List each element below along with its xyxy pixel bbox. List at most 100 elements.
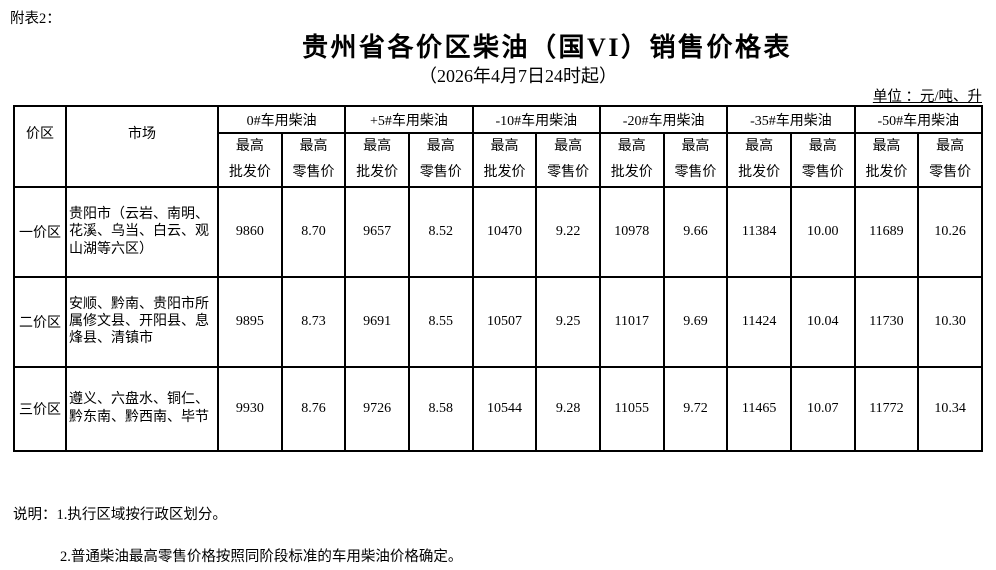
subheader-max-wholesale-minus50: 最高 批发价 xyxy=(853,132,920,188)
zone-cell: 二价区 xyxy=(13,276,67,368)
fuel-group-header-plus5: +5#车用柴油 xyxy=(344,105,474,134)
subheader-line: 最高 xyxy=(745,139,774,154)
market-cell: 安顺、黔南、贵阳市所属修文县、开阳县、息烽县、清镇市 xyxy=(65,276,219,368)
subheader-line: 零售价 xyxy=(801,165,844,180)
subheader-line: 批发价 xyxy=(228,165,271,180)
price-cell-retail: 10.07 xyxy=(789,365,856,452)
subheader-max-wholesale-minus10: 最高 批发价 xyxy=(471,132,538,188)
price-table: 价区 市场 0#车用柴油 +5#车用柴油 -10#车用柴油 -20#车用柴油 -… xyxy=(13,105,983,452)
price-cell-wholesale: 10507 xyxy=(471,276,538,368)
subheader-line: 零售价 xyxy=(674,165,717,180)
subheader-line: 最高 xyxy=(426,139,455,154)
subheader-line: 最高 xyxy=(808,139,837,154)
subheader-max-retail-minus20: 最高 零售价 xyxy=(662,132,729,188)
price-cell-wholesale: 11055 xyxy=(598,365,665,452)
price-cell-retail: 10.04 xyxy=(789,276,856,368)
price-cell-wholesale: 11730 xyxy=(853,276,920,368)
subheader-line: 最高 xyxy=(363,139,392,154)
market-cell: 贵阳市（云岩、南明、花溪、乌当、白云、观山湖等六区） xyxy=(65,186,219,278)
fuel-group-header-minus35: -35#车用柴油 xyxy=(726,105,856,134)
subheader-line: 零售价 xyxy=(419,165,462,180)
subheader-line: 批发价 xyxy=(483,165,526,180)
price-cell-wholesale: 10544 xyxy=(471,365,538,452)
subheader-line: 批发价 xyxy=(356,165,399,180)
price-cell-retail: 10.30 xyxy=(917,276,983,368)
price-cell-retail: 8.58 xyxy=(407,365,474,452)
price-cell-wholesale: 9930 xyxy=(217,365,283,452)
price-cell-retail: 10.26 xyxy=(917,186,983,278)
market-column-header-label: 市场 xyxy=(128,127,156,142)
price-cell-retail: 9.66 xyxy=(662,186,729,278)
subheader-line: 零售价 xyxy=(547,165,590,180)
fuel-group-header-0: 0#车用柴油 xyxy=(216,105,347,134)
subheader-line: 最高 xyxy=(617,139,646,154)
price-cell-retail: 8.55 xyxy=(407,276,474,368)
price-cell-wholesale: 9691 xyxy=(344,276,410,368)
note-line-1: 说明：1.执行区域按行政区划分。 xyxy=(13,507,227,523)
subheader-max-retail-0: 最高 零售价 xyxy=(280,132,347,188)
price-cell-retail: 9.22 xyxy=(535,186,601,278)
price-cell-wholesale: 11384 xyxy=(726,186,792,278)
table-row: 一价区 贵阳市（云岩、南明、花溪、乌当、白云、观山湖等六区） 9860 8.70… xyxy=(13,186,983,278)
price-cell-wholesale: 10978 xyxy=(598,186,665,278)
zone-column-header-label: 价区 xyxy=(26,127,54,142)
page-title: 贵州省各价区柴油（国VI）销售价格表 xyxy=(302,33,792,62)
price-cell-retail: 8.70 xyxy=(280,186,347,278)
price-cell-retail: 8.73 xyxy=(280,276,347,368)
subheader-line: 最高 xyxy=(936,139,965,154)
subheader-line: 批发价 xyxy=(865,165,908,180)
price-cell-retail: 9.72 xyxy=(662,365,729,452)
price-cell-retail: 10.00 xyxy=(789,186,856,278)
price-cell-wholesale: 9726 xyxy=(344,365,410,452)
subheader-line: 最高 xyxy=(235,139,264,154)
price-cell-wholesale: 11424 xyxy=(726,276,792,368)
subheader-max-retail-minus50: 最高 零售价 xyxy=(917,132,983,188)
fuel-group-header-minus50: -50#车用柴油 xyxy=(853,105,983,134)
unit-note: 单位 ：元/吨、升 xyxy=(872,89,982,105)
price-cell-wholesale: 11689 xyxy=(853,186,920,278)
price-cell-wholesale: 9895 xyxy=(217,276,283,368)
subheader-line: 批发价 xyxy=(610,165,653,180)
price-cell-retail: 8.52 xyxy=(407,186,474,278)
zone-cell: 一价区 xyxy=(13,186,67,278)
subheader-max-retail-minus35: 最高 零售价 xyxy=(789,132,856,188)
attachment-label: 附表2： xyxy=(10,11,61,27)
subheader-max-wholesale-minus20: 最高 批发价 xyxy=(598,132,665,188)
market-cell: 遵义、六盘水、铜仁、黔东南、黔西南、毕节 xyxy=(65,365,219,452)
zone-cell: 三价区 xyxy=(13,365,67,452)
subheader-line: 最高 xyxy=(490,139,519,154)
price-cell-retail: 8.76 xyxy=(280,365,347,452)
subheader-line: 最高 xyxy=(872,139,901,154)
subheader-line: 零售价 xyxy=(292,165,335,180)
subheader-line: 最高 xyxy=(554,139,583,154)
price-cell-retail: 9.69 xyxy=(662,276,729,368)
subheader-max-retail-plus5: 最高 零售价 xyxy=(407,132,474,188)
table-row: 三价区 遵义、六盘水、铜仁、黔东南、黔西南、毕节 9930 8.76 9726 … xyxy=(13,365,983,452)
fuel-group-header-minus10: -10#车用柴油 xyxy=(471,105,601,134)
price-cell-retail: 10.34 xyxy=(917,365,983,452)
zone-column-header: 价区 xyxy=(13,105,67,188)
note-line-2: 2.普通柴油最高零售价格按照同阶段标准的车用柴油价格确定。 xyxy=(60,549,463,565)
price-cell-wholesale: 11017 xyxy=(598,276,665,368)
fuel-group-header-minus20: -20#车用柴油 xyxy=(598,105,729,134)
price-cell-wholesale: 9657 xyxy=(344,186,410,278)
subheader-max-wholesale-plus5: 最高 批发价 xyxy=(344,132,410,188)
price-cell-retail: 9.28 xyxy=(535,365,601,452)
market-column-header: 市场 xyxy=(65,105,219,188)
header-row-price-kinds: 最高批发价 最高零售价 最高批发价 最高零售价 最高批发价 最高零售价 最高批发… xyxy=(14,132,983,188)
price-cell-wholesale: 11772 xyxy=(853,365,920,452)
subheader-line: 最高 xyxy=(681,139,710,154)
subheader-line: 批发价 xyxy=(738,165,781,180)
subheader-max-retail-minus10: 最高 零售价 xyxy=(535,132,601,188)
price-cell-wholesale: 10470 xyxy=(471,186,538,278)
subheader-max-wholesale-0: 最高 批发价 xyxy=(217,132,283,188)
header-row-fuel-types: 价区 市场 0#车用柴油 +5#车用柴油 -10#车用柴油 -20#车用柴油 -… xyxy=(13,105,983,188)
subheader-max-wholesale-minus35: 最高 批发价 xyxy=(726,132,792,188)
price-cell-retail: 9.25 xyxy=(535,276,601,368)
price-cell-wholesale: 11465 xyxy=(726,365,792,452)
subheader-line: 零售价 xyxy=(929,165,972,180)
table-row: 二价区 安顺、黔南、贵阳市所属修文县、开阳县、息烽县、清镇市 9895 8.73… xyxy=(13,276,983,368)
effective-date-subtitle: （2026年4月7日24时起） xyxy=(419,66,617,86)
subheader-line: 最高 xyxy=(299,139,328,154)
price-cell-wholesale: 9860 xyxy=(217,186,283,278)
